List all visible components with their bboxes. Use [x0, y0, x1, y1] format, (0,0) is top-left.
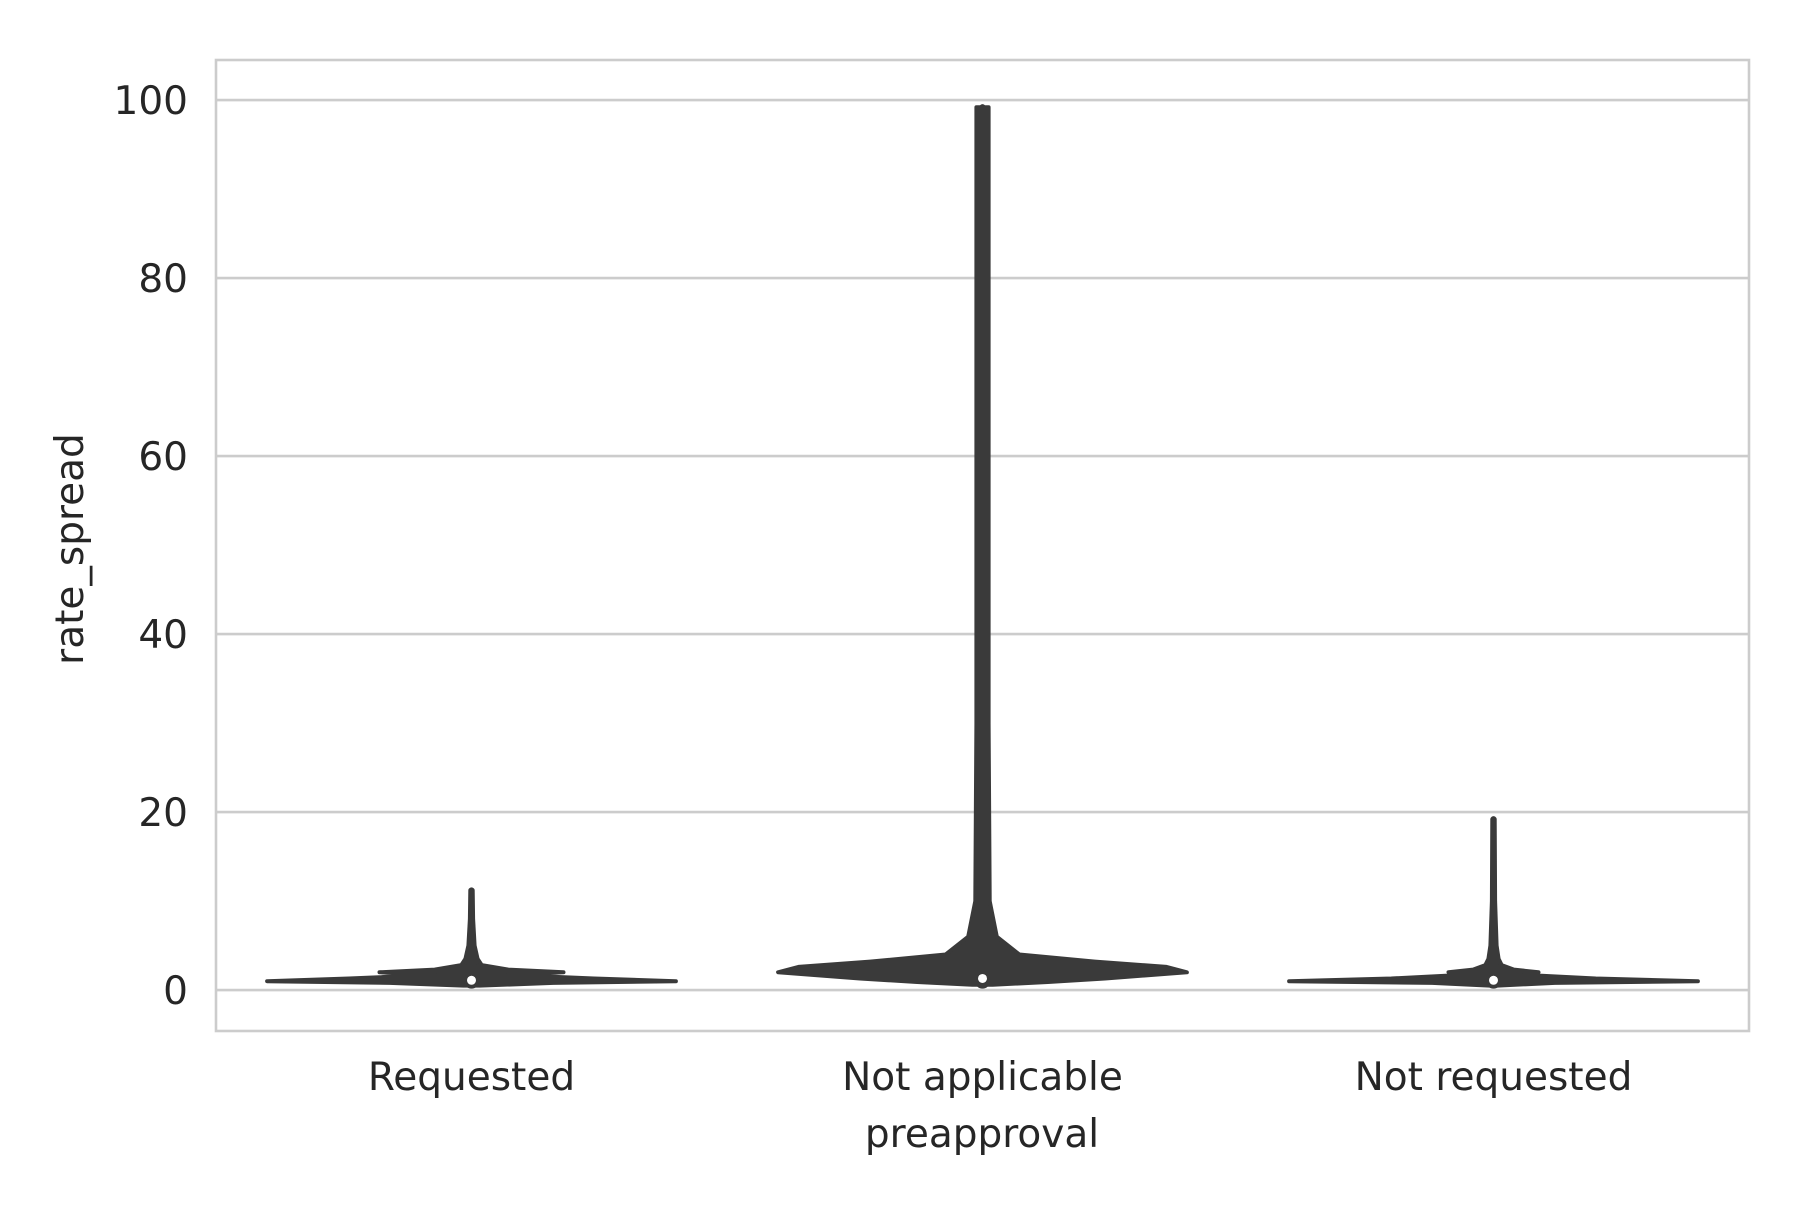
x-tick-label: Not requested: [1355, 1055, 1633, 1100]
y-tick-label: 20: [138, 791, 188, 836]
plot-frame: [214, 58, 1751, 1033]
violin-group: [776, 104, 1189, 989]
violin-median: [978, 973, 987, 983]
y-tick-label: 80: [138, 257, 188, 302]
y-tick-labels: 0 20 40 60 80 100: [114, 79, 188, 1014]
violin-median: [467, 975, 476, 985]
y-axis-title: rate_spread: [48, 433, 93, 665]
violin-group: [265, 887, 678, 989]
x-tick-label: Not applicable: [842, 1055, 1123, 1100]
y-tick-label: 60: [138, 435, 188, 480]
y-tick-label: 0: [163, 969, 188, 1014]
violin-median: [1489, 975, 1498, 985]
x-tick-labels: Requested Not applicable Not requested: [368, 1055, 1632, 1100]
x-tick-label: Requested: [368, 1055, 575, 1100]
violins: [265, 104, 1700, 989]
violin-group: [1287, 816, 1700, 989]
y-tick-label: 40: [138, 613, 188, 658]
y-tick-label: 100: [114, 79, 188, 124]
x-axis-title: preapproval: [865, 1112, 1099, 1157]
